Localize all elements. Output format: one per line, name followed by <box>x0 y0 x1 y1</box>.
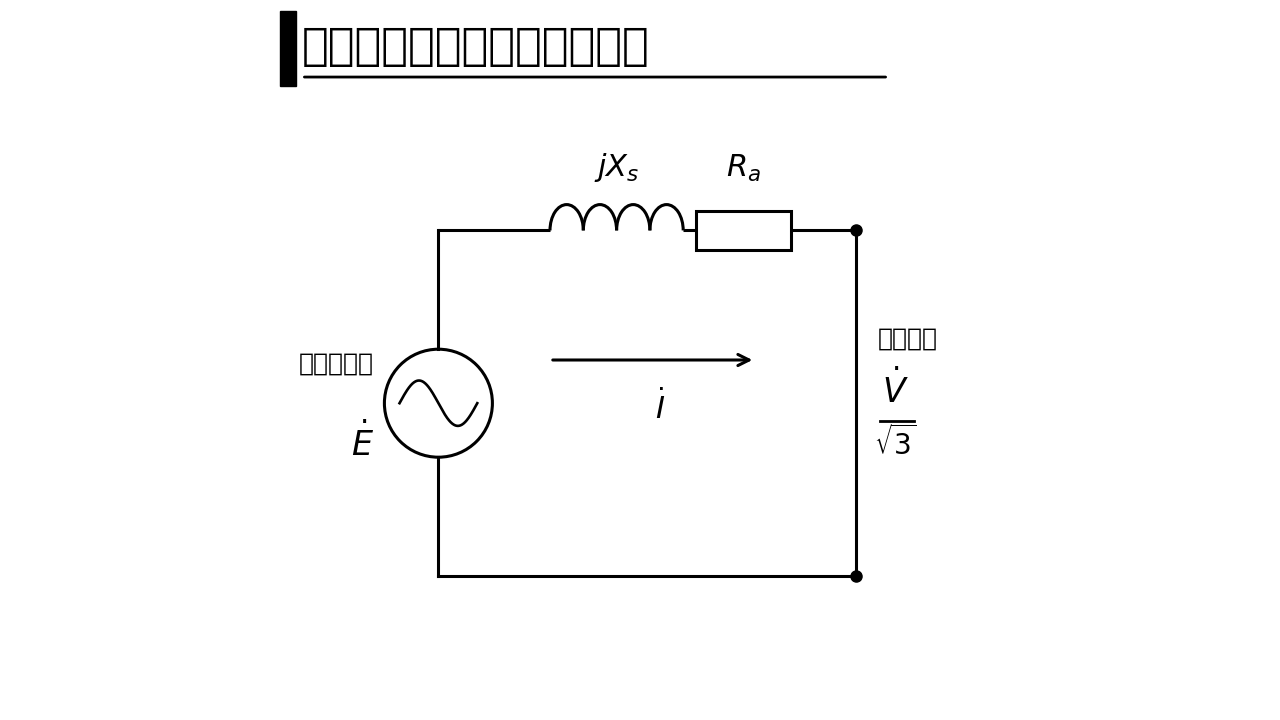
Text: $\dot{V}$: $\dot{V}$ <box>882 370 909 410</box>
Text: $jX_s$: $jX_s$ <box>594 150 639 184</box>
Text: $\sqrt{3}$: $\sqrt{3}$ <box>874 425 916 461</box>
Text: $R_a$: $R_a$ <box>726 153 762 184</box>
Text: 端子電圧: 端子電圧 <box>878 326 938 351</box>
Bar <box>280 11 296 86</box>
Bar <box>696 210 791 250</box>
Text: $\dot{E}$: $\dot{E}$ <box>351 423 374 463</box>
Text: 同期発電機の一相分等価回路: 同期発電機の一相分等価回路 <box>302 25 649 68</box>
Text: 誘導起電力: 誘導起電力 <box>298 351 374 376</box>
Text: $\dot{I}$: $\dot{I}$ <box>654 389 664 425</box>
